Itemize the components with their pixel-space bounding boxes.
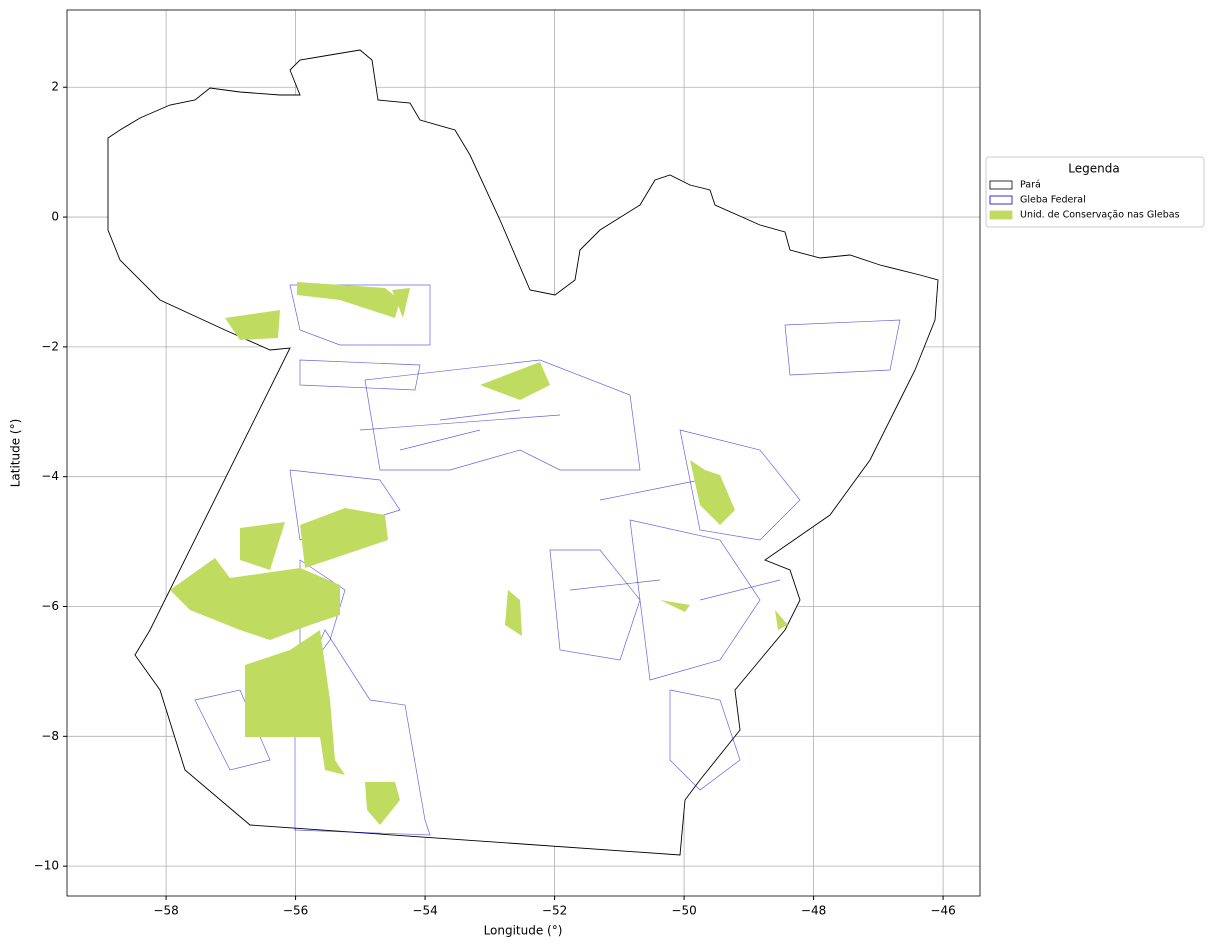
x-tick-label: −56 (283, 904, 308, 918)
y-axis-label: Latitude (°) (9, 419, 23, 488)
glebas (194, 284, 901, 836)
legend-label: Unid. de Conservação nas Glebas (1020, 210, 1180, 221)
x-axis-label: Longitude (°) (484, 924, 563, 938)
y-tick-label: 2 (51, 80, 59, 94)
x-tick-label: −46 (930, 904, 955, 918)
y-tick-label: −4 (41, 469, 59, 483)
x-tick-label: −58 (153, 904, 178, 918)
legend-swatch (989, 180, 1013, 190)
legend-label: Pará (1020, 180, 1041, 191)
conservation-units (170, 282, 788, 825)
y-tick-label: 0 (51, 210, 59, 224)
legend: Legenda Pará Gleba Federal Unid. de Conser… (985, 156, 1205, 228)
map (107, 49, 939, 856)
x-tick-label: −48 (801, 904, 826, 918)
y-tick-label: −10 (34, 859, 59, 873)
legend-swatch (989, 210, 1013, 220)
legend-label: Gleba Federal (1020, 195, 1086, 206)
y-tick-label: −2 (41, 339, 59, 353)
legend-title: Legenda (1068, 162, 1119, 176)
y-tick-label: −6 (41, 599, 59, 613)
x-tick-label: −50 (671, 904, 696, 918)
legend-frame (985, 156, 1205, 228)
legend-swatch (989, 195, 1013, 205)
y-tick-label: −8 (41, 729, 59, 743)
x-tick-label: −52 (542, 904, 567, 918)
x-tick-label: −54 (412, 904, 437, 918)
axes-frame (66, 9, 981, 897)
